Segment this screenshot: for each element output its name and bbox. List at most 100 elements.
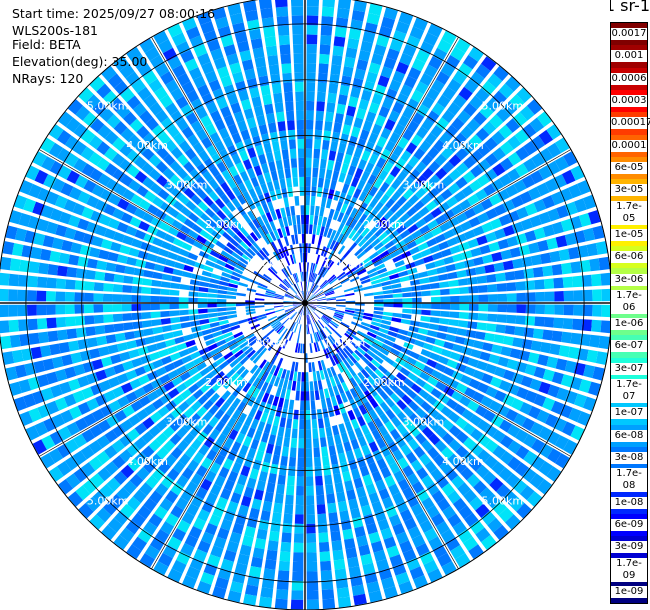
range-gate-cell bbox=[331, 131, 341, 143]
range-gate-cell bbox=[493, 334, 505, 344]
range-gate-cell bbox=[554, 435, 569, 450]
range-gate-cell bbox=[196, 128, 208, 141]
range-gate-cell bbox=[189, 35, 204, 49]
range-gate-cell bbox=[352, 516, 364, 529]
range-gate-cell bbox=[217, 66, 230, 79]
range-gate-cell bbox=[440, 529, 455, 543]
range-gate-cell bbox=[394, 207, 406, 218]
range-gate-cell bbox=[65, 279, 76, 290]
range-gate-cell bbox=[219, 445, 230, 458]
range-gate-cell bbox=[300, 381, 305, 392]
range-gate-cell bbox=[196, 188, 208, 200]
range-gate-cell bbox=[320, 281, 329, 289]
range-gate-cell bbox=[553, 417, 567, 432]
range-gate-cell bbox=[401, 201, 413, 212]
range-gate-cell bbox=[73, 364, 86, 376]
range-gate-cell bbox=[209, 428, 220, 441]
range-gate-cell bbox=[392, 219, 403, 229]
range-gate-cell bbox=[243, 159, 253, 171]
range-gate-cell bbox=[514, 326, 525, 337]
range-gate-cell bbox=[450, 303, 460, 311]
range-gate-cell bbox=[441, 175, 454, 187]
range-gate-cell bbox=[485, 363, 497, 375]
range-gate-cell bbox=[79, 244, 92, 256]
range-gate-cell bbox=[158, 348, 170, 358]
range-gate-cell bbox=[195, 176, 207, 188]
range-gate-cell bbox=[307, 294, 315, 302]
range-gate-cell bbox=[409, 425, 421, 438]
range-gate-cell bbox=[165, 490, 179, 504]
range-gate-cell bbox=[148, 78, 163, 93]
range-gate-cell bbox=[337, 383, 345, 394]
range-gate-cell bbox=[320, 560, 332, 571]
range-gate-cell bbox=[172, 358, 184, 369]
range-gate-cell bbox=[106, 178, 119, 192]
range-gate-cell bbox=[421, 413, 434, 425]
range-gate-cell bbox=[293, 224, 298, 235]
range-gate-cell bbox=[383, 57, 397, 70]
range-gate-cell bbox=[364, 141, 375, 153]
range-gate-cell bbox=[368, 153, 379, 165]
range-gate-cell bbox=[227, 123, 239, 136]
range-gate-cell bbox=[350, 418, 360, 430]
range-gate-cell bbox=[116, 373, 129, 385]
range-gate-cell bbox=[296, 485, 304, 496]
range-ring-label: 4.00km bbox=[126, 455, 168, 468]
range-gate-cell bbox=[19, 411, 33, 426]
range-gate-cell bbox=[266, 328, 275, 337]
range-gate-cell bbox=[345, 268, 355, 276]
range-gate-cell bbox=[524, 230, 537, 242]
range-gate-cell bbox=[344, 226, 353, 237]
range-gate-cell bbox=[598, 335, 610, 350]
range-gate-cell bbox=[316, 331, 322, 341]
range-gate-cell bbox=[362, 379, 372, 390]
range-gate-cell bbox=[591, 319, 602, 333]
range-gate-cell bbox=[334, 161, 342, 172]
range-gate-cell bbox=[152, 359, 164, 369]
range-gate-cell bbox=[293, 304, 303, 308]
range-gate-cell bbox=[134, 387, 146, 399]
range-gate-cell bbox=[589, 258, 601, 272]
range-gate-cell bbox=[335, 353, 343, 363]
range-gate-cell bbox=[307, 304, 315, 311]
range-gate-cell bbox=[434, 259, 445, 268]
range-gate-cell bbox=[159, 374, 171, 385]
range-gate-cell bbox=[125, 369, 138, 381]
range-gate-cell bbox=[259, 249, 268, 259]
range-gate-cell bbox=[197, 509, 210, 522]
range-gate-cell bbox=[437, 273, 449, 281]
range-gate-cell bbox=[323, 369, 329, 379]
range-gate-cell bbox=[244, 346, 254, 356]
range-gate-cell bbox=[8, 273, 19, 287]
range-gate-cell bbox=[369, 197, 379, 209]
range-gate-cell bbox=[301, 233, 305, 244]
range-gate-cell bbox=[578, 379, 592, 393]
range-gate-cell bbox=[362, 562, 376, 575]
range-gate-cell bbox=[315, 485, 324, 496]
range-gate-cell bbox=[209, 321, 220, 328]
range-gate-cell bbox=[378, 169, 389, 181]
range-gate-cell bbox=[136, 467, 150, 481]
range-gate-cell bbox=[364, 432, 375, 444]
range-gate-cell bbox=[149, 54, 165, 69]
range-gate-cell bbox=[331, 55, 343, 66]
range-gate-cell bbox=[152, 398, 164, 410]
range-gate-cell bbox=[419, 224, 431, 235]
range-gate-cell bbox=[33, 232, 46, 246]
range-gate-cell bbox=[446, 196, 458, 208]
range-gate-cell bbox=[529, 378, 542, 391]
range-gate-cell bbox=[336, 103, 346, 115]
range-gate-cell bbox=[203, 436, 215, 448]
range-gate-cell bbox=[150, 295, 160, 303]
range-gate-cell bbox=[243, 486, 254, 498]
range-gate-cell bbox=[190, 438, 203, 451]
range-gate-cell bbox=[226, 201, 236, 212]
range-gate-cell bbox=[459, 395, 472, 407]
range-gate-cell bbox=[197, 52, 211, 66]
range-gate-cell bbox=[447, 78, 462, 93]
range-gate-cell bbox=[231, 441, 242, 453]
range-gate-cell bbox=[269, 265, 278, 274]
range-gate-cell bbox=[340, 203, 348, 214]
range-gate-cell bbox=[220, 413, 231, 425]
range-gate-cell bbox=[328, 346, 335, 356]
